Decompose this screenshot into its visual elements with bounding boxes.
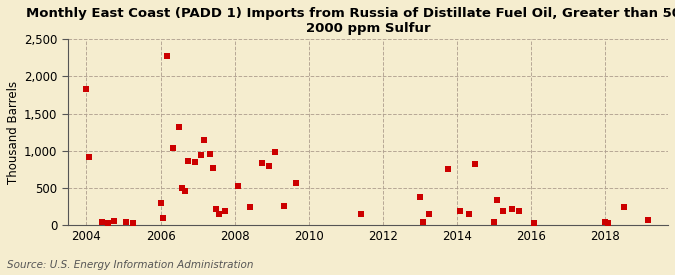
Point [442,167,453,172]
Point [161,54,172,58]
Point [189,160,200,164]
Point [195,152,206,157]
Point [263,164,274,168]
Point [470,161,481,166]
Point [128,221,138,226]
Point [211,207,221,211]
Point [279,204,290,208]
Point [618,205,629,209]
Point [121,219,132,224]
Point [177,186,188,190]
Point [84,155,95,159]
Point [514,209,524,213]
Point [291,181,302,185]
Point [208,166,219,170]
Point [155,201,166,205]
Point [214,212,225,216]
Point [180,189,191,193]
Point [81,87,92,91]
Point [220,208,231,213]
Point [97,219,107,224]
Point [198,138,209,142]
Y-axis label: Thousand Barrels: Thousand Barrels [7,81,20,184]
Point [269,150,280,155]
Point [603,221,614,226]
Point [257,161,268,165]
Point [205,152,215,156]
Point [417,220,428,225]
Point [232,184,243,188]
Point [167,146,178,150]
Point [356,212,367,216]
Title: Monthly East Coast (PADD 1) Imports from Russia of Distillate Fuel Oil, Greater : Monthly East Coast (PADD 1) Imports from… [26,7,675,35]
Text: Source: U.S. Energy Information Administration: Source: U.S. Energy Information Administ… [7,260,253,270]
Point [173,125,184,129]
Point [507,207,518,211]
Point [109,219,119,224]
Point [643,218,654,222]
Point [424,211,435,216]
Point [158,216,169,220]
Point [464,211,475,216]
Point [599,219,610,224]
Point [183,158,194,163]
Point [103,221,113,226]
Point [414,195,425,199]
Point [529,221,539,226]
Point [245,205,256,209]
Point [497,208,508,213]
Point [491,198,502,202]
Point [454,209,465,213]
Point [489,219,500,224]
